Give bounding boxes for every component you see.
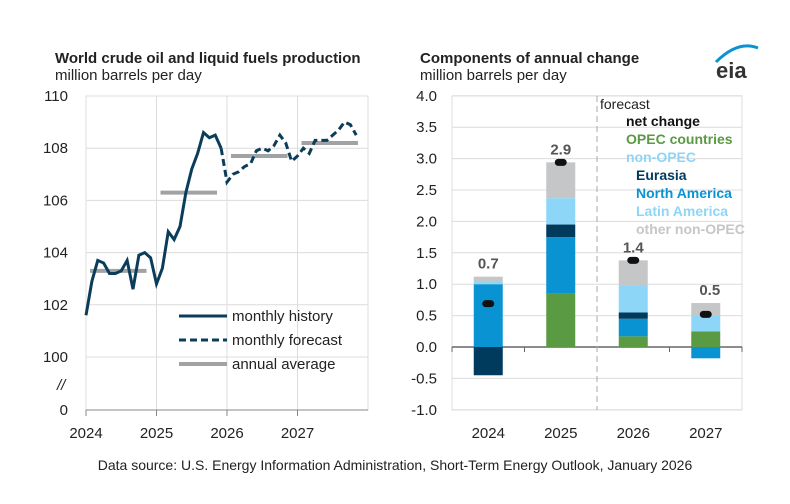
- legend-label: other non-OPEC: [636, 221, 745, 237]
- right-chart-title: Components of annual change: [420, 50, 639, 67]
- legend-label: OPEC countries: [626, 131, 733, 147]
- net-change-marker: [699, 310, 712, 318]
- x-tick-label: 2025: [544, 425, 577, 442]
- bar-segment-latin-america: [618, 285, 648, 313]
- eia-logo: eia: [714, 44, 759, 83]
- x-tick-label: 2026: [617, 425, 650, 442]
- legend-label: annual average: [232, 356, 335, 373]
- left-chart-subtitle: million barrels per day: [55, 67, 202, 84]
- bar-segment-north-america: [691, 347, 721, 359]
- bar-segment-eurasia: [473, 347, 503, 376]
- y-tick-label: -0.5: [411, 370, 437, 387]
- y-tick-label: 108: [43, 140, 68, 157]
- y-tick-label: 4.0: [416, 88, 437, 105]
- x-tick-label: 2024: [472, 425, 505, 442]
- y-tick-label: 2.5: [416, 182, 437, 199]
- bar-segment-opec-countries: [691, 331, 721, 347]
- x-tick-label: 2026: [210, 425, 243, 442]
- monthly-history-line: [84, 129, 223, 316]
- y-tick-label: 100: [43, 349, 68, 366]
- y-tick-label: 0.5: [416, 308, 437, 325]
- net-change-marker: [554, 158, 567, 166]
- y-tick-label: 3.5: [416, 119, 437, 136]
- bar-segment-other-non-opec: [546, 162, 576, 199]
- bar-segment-eurasia: [618, 312, 648, 319]
- net-change-marker: [627, 256, 640, 264]
- legend-label: non-OPEC: [626, 149, 696, 165]
- y-tick-label: 1.5: [416, 245, 437, 262]
- y-tick-label: 1.0: [416, 276, 437, 293]
- monthly-forecast-line: [219, 120, 358, 186]
- legend-label: North America: [636, 185, 732, 201]
- bar-segment-other-non-opec: [618, 260, 648, 286]
- bar-segment-opec-countries: [546, 293, 576, 347]
- legend-label: net change: [626, 113, 700, 129]
- y-tick-label: 0: [60, 402, 68, 419]
- bar-segment-other-non-opec: [691, 303, 721, 316]
- net-change-label: 2.9: [550, 141, 571, 158]
- y-tick-label: 0.0: [416, 339, 437, 356]
- legend-label: monthly history: [232, 308, 333, 325]
- forecast-label: forecast: [600, 96, 650, 112]
- axis-break: //: [56, 377, 67, 394]
- bar-segment-north-america: [473, 284, 503, 347]
- right-chart-subtitle: million barrels per day: [420, 67, 567, 84]
- bar-segment-other-non-opec: [473, 276, 503, 282]
- net-change-label: 0.5: [699, 282, 720, 299]
- legend-label: monthly forecast: [232, 332, 343, 349]
- y-tick-label: 2.0: [416, 213, 437, 230]
- x-tick-label: 2027: [281, 425, 314, 442]
- bar-segment-opec-countries: [618, 336, 648, 347]
- bar-segment-eurasia: [546, 224, 576, 238]
- y-tick-label: -1.0: [411, 402, 437, 419]
- legend-label: Eurasia: [636, 167, 687, 183]
- bar-segment-north-america: [546, 237, 576, 294]
- net-change-label: 1.4: [623, 239, 645, 256]
- bar-segment-latin-america: [546, 198, 576, 225]
- net-change-label: 0.7: [478, 256, 499, 273]
- y-tick-label: 3.0: [416, 151, 437, 168]
- x-tick-label: 2024: [69, 425, 102, 442]
- bar-segment-latin-america: [691, 315, 721, 332]
- eia-logo-text: eia: [716, 58, 747, 83]
- y-tick-label: 106: [43, 192, 68, 209]
- data-source: Data source: U.S. Energy Information Adm…: [98, 457, 693, 473]
- left-chart-title: World crude oil and liquid fuels product…: [55, 50, 361, 67]
- bar-segment-latin-america: [473, 281, 503, 285]
- x-tick-label: 2027: [689, 425, 722, 442]
- y-tick-label: 104: [43, 245, 68, 262]
- net-change-marker: [482, 300, 495, 308]
- y-tick-label: 110: [44, 88, 68, 105]
- x-tick-label: 2025: [140, 425, 173, 442]
- bar-segment-north-america: [618, 318, 648, 337]
- y-tick-label: 102: [43, 297, 68, 314]
- legend-label: Latin America: [636, 203, 728, 219]
